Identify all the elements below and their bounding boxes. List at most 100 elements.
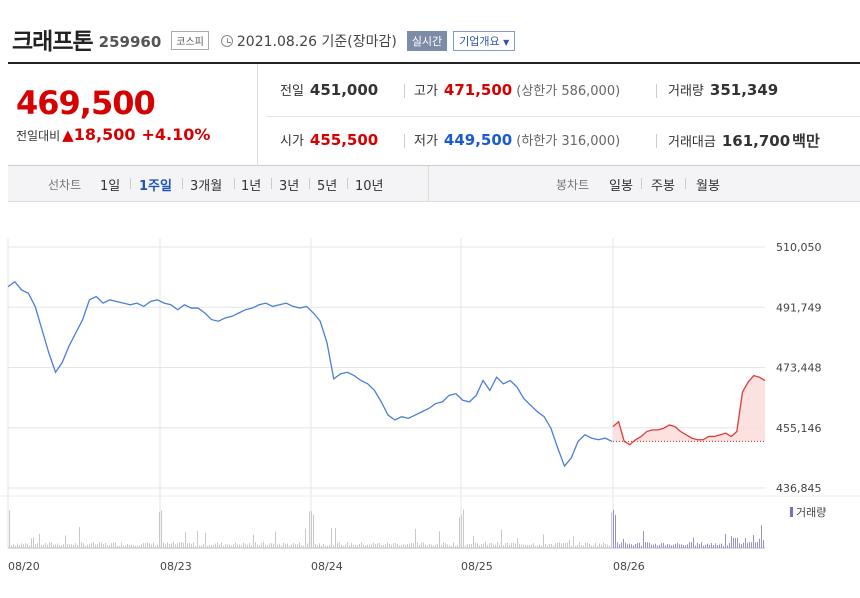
volume-bar xyxy=(591,545,592,548)
company-overview-label: 기업개요 xyxy=(459,34,500,48)
volume-bar xyxy=(393,543,394,548)
volume-bar xyxy=(283,542,284,548)
tab-5years[interactable]: 5년 xyxy=(317,179,338,194)
volume-bar xyxy=(527,545,528,548)
volume-bar xyxy=(367,544,368,548)
volume-bar xyxy=(739,543,740,548)
volume-bar xyxy=(131,544,132,548)
volume-bar xyxy=(21,543,22,548)
volume-bar xyxy=(727,545,728,548)
volume-bar xyxy=(599,543,600,548)
tab-weekly-candle[interactable]: 주봉 xyxy=(651,179,675,194)
volume-bar xyxy=(601,544,602,548)
volume-bar xyxy=(209,545,210,548)
volume-bar xyxy=(593,545,594,548)
volume-bar xyxy=(457,545,458,548)
x-tick-label: 08/24 xyxy=(311,560,343,573)
volume-bar xyxy=(699,544,700,548)
volume-bar xyxy=(25,543,26,548)
volume-bar xyxy=(737,537,738,548)
volume-bar xyxy=(275,531,276,548)
volume-bar xyxy=(721,543,722,548)
volume-bar xyxy=(321,545,322,548)
change-label: 전일대비 xyxy=(16,129,61,143)
row-divider xyxy=(266,116,860,117)
tab-daily-candle[interactable]: 일봉 xyxy=(609,179,633,194)
x-tick-label: 08/20 xyxy=(8,560,40,573)
volume-bar xyxy=(27,543,28,548)
volume-bar xyxy=(199,545,200,548)
x-tick-label: 08/25 xyxy=(461,560,493,573)
volume-bar xyxy=(161,510,162,548)
volume-bar xyxy=(655,543,656,548)
volume-bar xyxy=(387,542,388,548)
tab-1day[interactable]: 1일 xyxy=(100,179,121,194)
volume-bar xyxy=(83,543,84,548)
volume-bar xyxy=(263,542,264,548)
realtime-button[interactable]: 실시간 xyxy=(406,30,448,51)
tab-3years[interactable]: 3년 xyxy=(279,179,300,194)
volume-bar xyxy=(523,544,524,548)
volume-bar xyxy=(475,542,476,548)
volume-bar xyxy=(625,542,626,548)
volume-bar xyxy=(341,544,342,548)
tab-monthly-candle[interactable]: 월봉 xyxy=(696,179,720,194)
volume-bar xyxy=(749,542,750,548)
volume-bar xyxy=(723,545,724,548)
volume-bar xyxy=(611,512,612,548)
stat-high: 고가 471,500 (상한가 586,000) xyxy=(414,80,620,99)
volume-bar xyxy=(359,543,360,548)
volume-bar xyxy=(743,542,744,548)
volume-bar xyxy=(223,545,224,548)
tab-1year[interactable]: 1년 xyxy=(241,179,262,194)
tab-10years[interactable]: 10년 xyxy=(355,179,384,194)
company-overview-dropdown[interactable]: 기업개요 ▼ xyxy=(453,30,516,51)
x-tick-label: 08/26 xyxy=(613,560,645,573)
tab-3months[interactable]: 3개월 xyxy=(190,179,223,194)
volume-bar xyxy=(73,544,74,548)
volume-bar xyxy=(127,544,128,548)
volume-bar xyxy=(173,542,174,548)
current-price-panel: 469,500 전일대비 ▲18,500 +4.10% xyxy=(8,64,258,166)
volume-bar xyxy=(319,543,320,548)
volume-bar xyxy=(707,543,708,548)
today-area-fill xyxy=(613,375,765,442)
volume-bar xyxy=(687,544,688,548)
volume-bar xyxy=(87,544,88,548)
volume-bar xyxy=(253,534,254,548)
volume-bar xyxy=(733,538,734,548)
volume-bar xyxy=(619,544,620,548)
volume-bar xyxy=(455,545,456,548)
volume-bar xyxy=(343,545,344,548)
volume-bar xyxy=(303,545,304,548)
volume-bar xyxy=(413,543,414,548)
volume-bar xyxy=(93,542,94,548)
volume-bar xyxy=(545,543,546,548)
volume-bar xyxy=(281,545,282,548)
series-line-previous xyxy=(7,280,613,468)
volume-bar xyxy=(97,544,98,548)
volume-bar xyxy=(225,544,226,548)
volume-bar xyxy=(481,543,482,548)
volume-bar xyxy=(719,544,720,548)
volume-bar xyxy=(473,535,474,548)
stat-open-label: 시가 xyxy=(280,134,304,149)
volume-bar xyxy=(537,545,538,548)
volume-bar xyxy=(119,545,120,548)
volume-bar xyxy=(581,545,582,548)
divider xyxy=(234,178,235,189)
volume-bar xyxy=(333,545,334,548)
volume-bar xyxy=(703,545,704,548)
volume-bar xyxy=(69,544,70,548)
volume-bar xyxy=(443,542,444,548)
volume-bar xyxy=(709,544,710,548)
volume-bar xyxy=(411,542,412,548)
volume-bar xyxy=(467,544,468,548)
volume-bar xyxy=(75,543,76,548)
chart-grid xyxy=(0,238,860,549)
volume-bar xyxy=(639,542,640,548)
volume-bar xyxy=(109,545,110,548)
volume-bar xyxy=(175,544,176,548)
volume-bar xyxy=(621,542,622,548)
tab-1week[interactable]: 1주일 xyxy=(139,179,172,194)
